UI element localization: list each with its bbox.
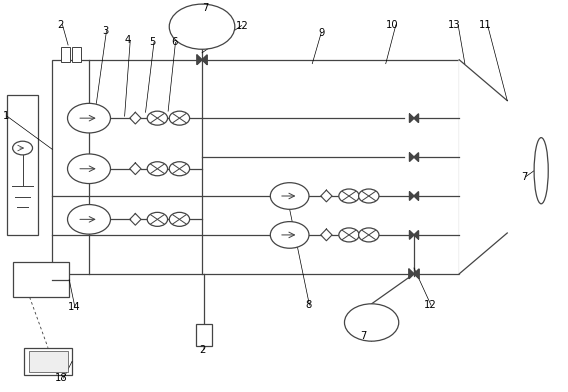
Circle shape (339, 228, 359, 242)
Circle shape (68, 103, 111, 133)
Text: 12: 12 (424, 300, 437, 310)
Circle shape (270, 221, 309, 248)
Text: 18: 18 (55, 373, 68, 383)
Bar (61, 47, 70, 62)
Text: 1: 1 (2, 111, 9, 121)
Bar (52, 60, 459, 274)
Polygon shape (414, 114, 419, 122)
Polygon shape (414, 153, 419, 162)
Circle shape (147, 111, 168, 125)
Text: 11: 11 (479, 20, 492, 30)
Text: 7: 7 (521, 172, 528, 181)
Polygon shape (410, 153, 414, 162)
Circle shape (270, 183, 309, 209)
Text: 7: 7 (360, 331, 367, 341)
Polygon shape (410, 230, 414, 239)
Text: 8: 8 (306, 300, 312, 310)
Polygon shape (414, 230, 419, 239)
Circle shape (344, 304, 399, 341)
Bar (12, 262, 69, 297)
Polygon shape (410, 192, 414, 200)
Text: 12: 12 (236, 20, 249, 31)
Bar (72, 47, 81, 62)
Bar (28, 351, 68, 372)
Circle shape (169, 212, 190, 226)
Circle shape (12, 141, 32, 155)
Polygon shape (414, 269, 419, 279)
Text: 10: 10 (386, 20, 398, 30)
Circle shape (169, 162, 190, 176)
Circle shape (339, 189, 359, 203)
Text: 2: 2 (57, 20, 63, 30)
Circle shape (68, 205, 111, 234)
Bar (24, 348, 72, 375)
Bar (7, 95, 38, 235)
Text: 13: 13 (448, 20, 461, 30)
Circle shape (169, 4, 235, 49)
Text: 3: 3 (102, 25, 108, 36)
Polygon shape (409, 269, 414, 279)
Polygon shape (459, 60, 507, 274)
Circle shape (169, 111, 190, 125)
Bar (197, 325, 212, 346)
Circle shape (147, 162, 168, 176)
Text: 14: 14 (68, 302, 81, 312)
Text: 2: 2 (199, 345, 206, 355)
Polygon shape (197, 55, 202, 65)
Polygon shape (414, 192, 419, 200)
Text: 9: 9 (318, 27, 324, 38)
Circle shape (147, 212, 168, 226)
Text: 5: 5 (149, 37, 156, 47)
Polygon shape (410, 114, 414, 122)
Circle shape (68, 154, 111, 183)
Circle shape (358, 189, 379, 203)
Polygon shape (202, 55, 207, 65)
Circle shape (358, 228, 379, 242)
Text: 7: 7 (202, 4, 208, 13)
Ellipse shape (534, 138, 548, 204)
Text: 6: 6 (171, 37, 177, 47)
Text: 4: 4 (124, 35, 131, 45)
